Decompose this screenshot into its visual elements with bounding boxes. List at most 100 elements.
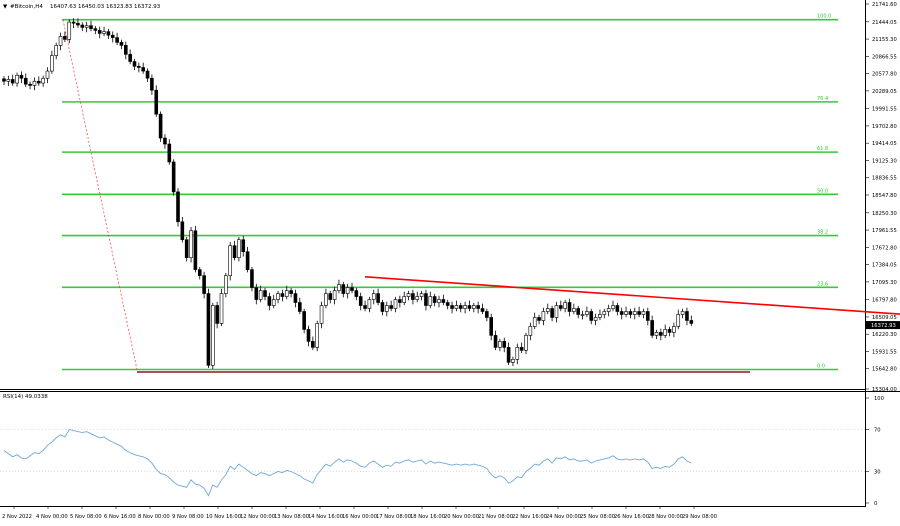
candle-bear (398, 299, 402, 303)
candle-bear (467, 305, 472, 309)
candle-bear (354, 290, 359, 297)
candle-bull (332, 290, 337, 300)
candle-bear (297, 302, 302, 312)
price-tick-label: 21155.30 (872, 37, 897, 43)
candle-bear (232, 245, 237, 258)
candle-bear (637, 311, 641, 315)
candle-bull (102, 31, 106, 34)
candle-bear (619, 311, 624, 315)
candle-bear (589, 311, 594, 321)
candle-bear (628, 311, 633, 315)
candle-bear (150, 77, 154, 91)
candle-bull (602, 311, 607, 315)
time-tick-label: 6 Nov 16:00 (104, 514, 136, 520)
candle-bull (545, 308, 550, 312)
candle-bear (689, 320, 694, 324)
price-tick-label: 19125.30 (872, 158, 897, 164)
fibonacci-levels: 100.0 76.4 61.8 50.0 38.2 23.6 0.0 (62, 14, 838, 371)
candle-bear (163, 137, 167, 145)
price-tick-label: 15642.80 (872, 367, 897, 373)
candle-bear (476, 305, 480, 309)
candle-bull (654, 332, 659, 336)
candle-bear (124, 45, 128, 55)
candle-bear (576, 308, 581, 315)
candle-bear (154, 89, 159, 115)
candle-bull (258, 290, 263, 300)
price-tick-label: 21741.60 (872, 2, 897, 8)
candle-bull (84, 25, 89, 28)
candle-bear (280, 293, 285, 297)
trend-line (364, 276, 900, 315)
candle-bear (450, 305, 454, 309)
candle-bull (371, 293, 376, 300)
dropdown-arrow-icon[interactable]: ▼ (3, 4, 8, 10)
rsi-tick-label: 100 (874, 396, 884, 402)
candle-bear (137, 65, 141, 68)
candle-bear (167, 143, 172, 163)
candle-bear (93, 28, 98, 31)
candle-bear (23, 77, 28, 85)
candle-bear (215, 305, 219, 324)
rsi-pane: 100 70 30 0 (0, 396, 884, 507)
candle-bear (493, 335, 498, 348)
candle-bull (315, 323, 320, 348)
candle-bear (2, 78, 6, 82)
candle-bull (419, 293, 424, 297)
candle-bear (432, 296, 437, 303)
price-tick-label: 17672.80 (872, 245, 897, 251)
candle-bear (558, 305, 563, 309)
price-axis-labels: 21741.60 21444.05 21155.30 20866.55 20577.80… (866, 2, 897, 393)
candle-bear (184, 239, 189, 258)
time-tick-label: 8 Nov 00:00 (138, 514, 170, 520)
time-tick-label: 16 Nov 00:00 (342, 514, 377, 520)
candle-bear (28, 83, 32, 86)
candle-bull (41, 77, 45, 84)
candle-bear (80, 24, 85, 28)
candle-bear (158, 113, 163, 139)
time-tick-label: 28 Nov 00:00 (648, 514, 683, 520)
candle-bear (376, 293, 380, 303)
candle-bear (119, 42, 124, 46)
candle-bull (402, 296, 407, 303)
candle-bull (228, 245, 232, 276)
candle-bull (598, 314, 602, 318)
candle-bull (676, 314, 681, 327)
time-tick-label: 2 Nov 2022 (2, 514, 32, 520)
time-tick-label: 5 Nov 08:00 (70, 514, 102, 520)
candle-bear (306, 329, 311, 342)
candle-bear (441, 299, 446, 303)
candle-bull (580, 314, 585, 316)
candle-bear (537, 317, 541, 321)
time-tick-label: 13 Nov 08:00 (274, 514, 309, 520)
swing-dotted-line (62, 19, 138, 370)
time-tick-label: 22 Nov 16:00 (512, 514, 547, 520)
candle-bull (345, 287, 350, 294)
time-tick-label: 25 Nov 08:00 (580, 514, 615, 520)
candle-bull (219, 293, 224, 324)
candle-bull (632, 311, 637, 315)
candle-bear (141, 67, 145, 72)
candle-bear (176, 191, 180, 223)
candle-bull (611, 305, 615, 309)
rsi-label: RSI(14) 49.0338 (3, 394, 48, 400)
time-tick-label: 12 Nov 00:00 (240, 514, 275, 520)
candle-bull (384, 305, 389, 312)
candle-bull (471, 305, 476, 309)
time-tick-label: 21 Nov 08:00 (478, 514, 513, 520)
rsi-line (3, 428, 692, 497)
candle-bull (189, 230, 193, 258)
candle-bear (128, 54, 132, 62)
candle-bear (350, 287, 354, 291)
price-tick-label: 20289.05 (872, 89, 897, 95)
candle-bull (6, 79, 11, 82)
time-tick-label: 26 Nov 16:00 (614, 514, 649, 520)
candle-bull (585, 311, 589, 315)
candle-bear (480, 308, 485, 312)
candle-bull (50, 55, 54, 72)
candle-bull (393, 299, 398, 309)
candle-bull (224, 275, 228, 294)
time-tick-label: 10 Nov 16:00 (206, 514, 241, 520)
candle-bull (319, 305, 324, 324)
